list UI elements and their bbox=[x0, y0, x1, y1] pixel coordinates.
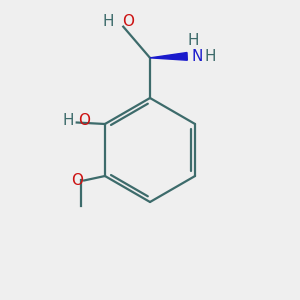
Text: H: H bbox=[187, 33, 199, 48]
Text: H: H bbox=[62, 112, 74, 128]
Text: O: O bbox=[122, 14, 134, 29]
Text: H: H bbox=[204, 49, 216, 64]
Text: O: O bbox=[78, 112, 90, 128]
Text: H: H bbox=[103, 14, 114, 29]
Polygon shape bbox=[150, 52, 187, 60]
Text: N: N bbox=[192, 49, 203, 64]
Text: O: O bbox=[71, 173, 83, 188]
